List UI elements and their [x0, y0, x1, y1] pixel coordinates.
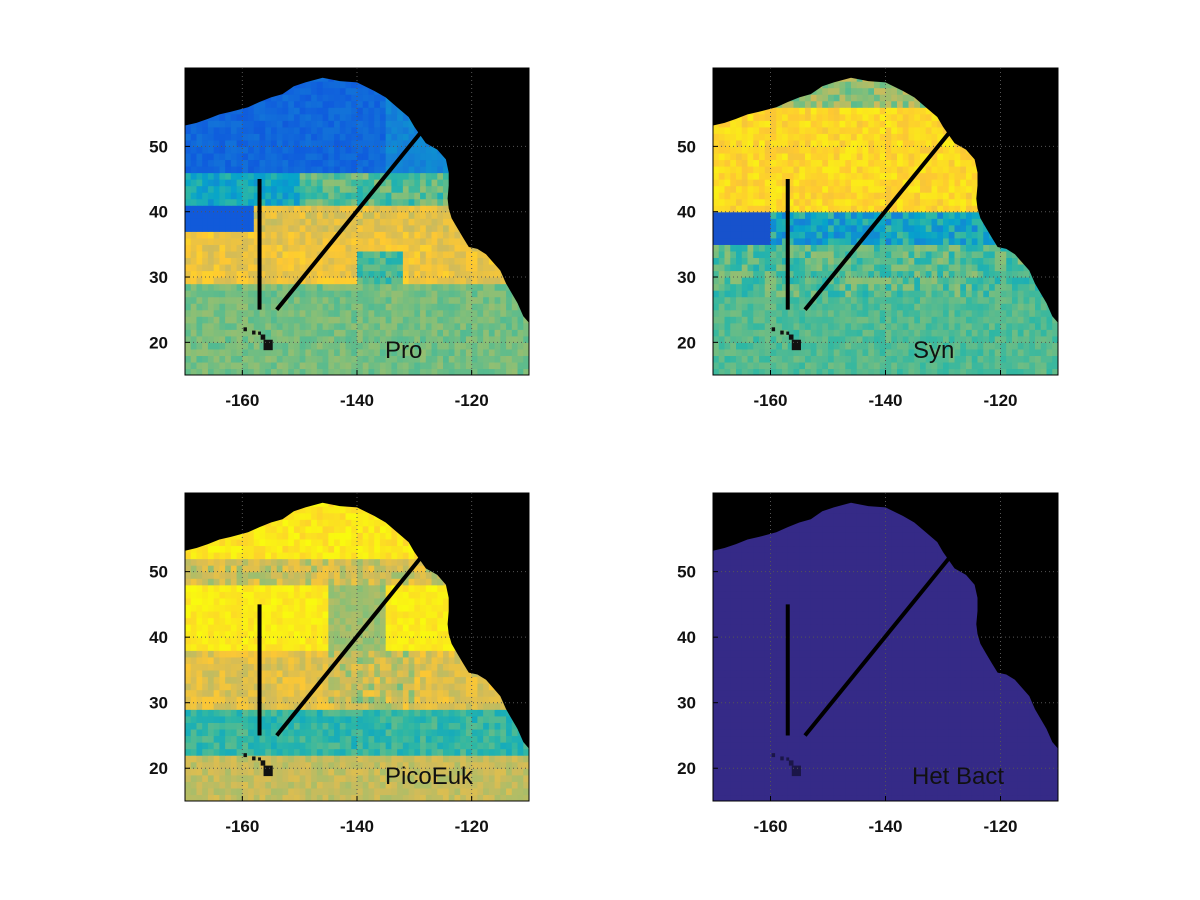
y-tick-label: 30	[149, 694, 168, 713]
y-tick-label: 30	[677, 268, 696, 287]
land-mass	[185, 68, 529, 323]
hawaii-island	[786, 331, 790, 335]
panel-label: PicoEuk	[385, 763, 474, 790]
hawaii-island	[252, 330, 256, 335]
panel-hetbact: -160 -140 -120 20 30 40 50 Het Bact	[677, 492, 1059, 836]
y-tick-label: 20	[149, 333, 168, 352]
hawaii-island	[258, 757, 261, 761]
hawaii-island	[788, 334, 794, 340]
hawaii-island	[791, 339, 801, 351]
hawaii-island	[258, 331, 261, 335]
y-tick-label: 20	[677, 333, 696, 352]
hawaii-island	[243, 327, 247, 332]
hawaii-island	[771, 753, 776, 758]
panel-label: Het Bact	[912, 763, 1004, 790]
y-tick-label: 50	[677, 137, 696, 156]
y-tick-label: 40	[149, 203, 168, 222]
x-tick-label: -120	[455, 817, 489, 836]
land-mass	[713, 493, 1058, 749]
x-tick-label: -160	[753, 817, 787, 836]
land-mass	[713, 68, 1058, 323]
hawaii-island	[791, 765, 801, 777]
heatmap-syn	[713, 68, 1058, 375]
x-tick-label: -120	[983, 391, 1017, 410]
y-tick-label: 20	[677, 759, 696, 778]
panel-picoeuk: -160 -140 -120 20 30 40 50 PicoEuk	[149, 492, 530, 836]
x-tick-label: -140	[340, 391, 374, 410]
panel-pro: -160 -140 -120 20 30 40 50 Pro	[149, 67, 530, 410]
y-tick-label: 30	[149, 268, 168, 287]
heatmap-picoeuk	[185, 493, 529, 801]
hawaii-island	[252, 756, 256, 761]
x-tick-label: -120	[455, 391, 489, 410]
hawaii-island	[788, 760, 794, 766]
panel-label: Pro	[385, 337, 422, 364]
x-tick-label: -140	[868, 817, 902, 836]
hawaii-island	[780, 330, 784, 335]
x-tick-label: -160	[225, 817, 259, 836]
y-tick-label: 30	[677, 694, 696, 713]
y-tick-label: 20	[149, 759, 168, 778]
land-mass	[185, 493, 529, 749]
cruise-track	[275, 557, 422, 737]
cruise-track	[803, 132, 951, 311]
hawaii-island	[786, 757, 790, 761]
y-tick-label: 50	[149, 563, 168, 582]
hawaii-island	[771, 327, 776, 332]
x-tick-label: -120	[983, 817, 1017, 836]
x-tick-label: -140	[340, 817, 374, 836]
y-tick-label: 40	[677, 628, 696, 647]
x-tick-label: -160	[753, 391, 787, 410]
x-tick-label: -160	[225, 391, 259, 410]
cruise-track	[275, 132, 422, 311]
hawaii-island	[243, 753, 247, 758]
panel-label: Syn	[913, 337, 954, 364]
hawaii-island	[263, 765, 273, 777]
x-tick-label: -140	[868, 391, 902, 410]
y-tick-label: 40	[149, 628, 168, 647]
y-tick-label: 50	[677, 563, 696, 582]
hawaii-island	[263, 339, 273, 351]
hawaii-island	[260, 334, 266, 340]
cruise-track	[803, 557, 951, 737]
heatmap-pro	[185, 68, 529, 375]
heatmap-hetbact	[713, 493, 1058, 801]
y-tick-label: 50	[149, 137, 168, 156]
panel-syn: -160 -140 -120 20 30 40 50 Syn	[677, 67, 1059, 410]
y-tick-label: 40	[677, 203, 696, 222]
hawaii-island	[260, 760, 266, 766]
hawaii-island	[780, 756, 784, 761]
